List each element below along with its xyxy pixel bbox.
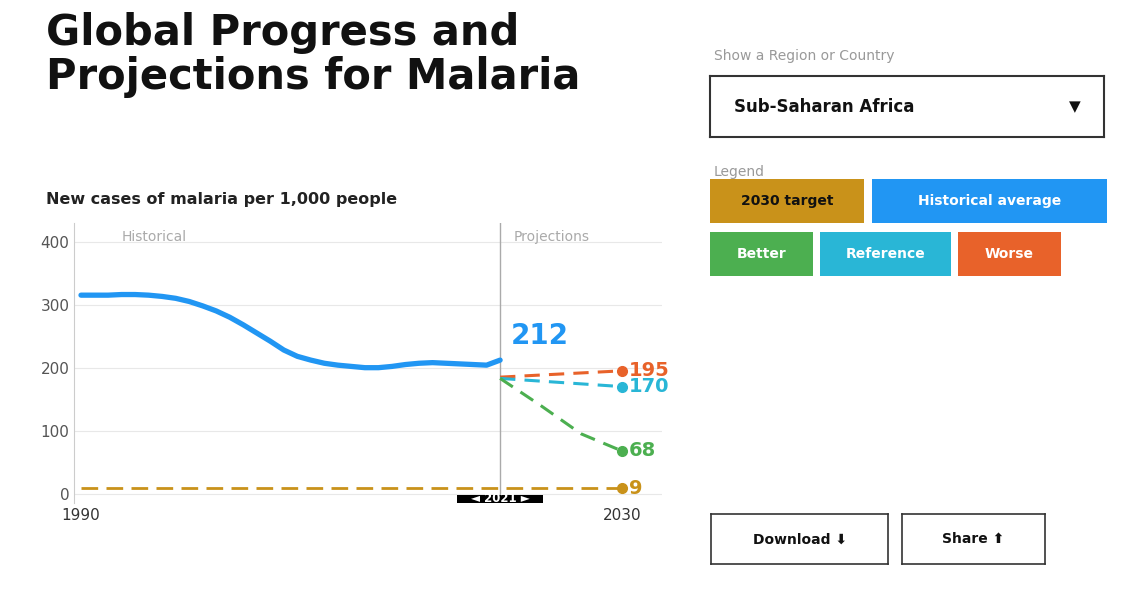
Text: Projections: Projections: [514, 230, 589, 244]
Text: ▼: ▼: [1069, 99, 1080, 114]
Text: Better: Better: [737, 247, 787, 260]
Text: 170: 170: [628, 377, 669, 396]
Text: Show a Region or Country: Show a Region or Country: [714, 49, 894, 63]
Text: New cases of malaria per 1,000 people: New cases of malaria per 1,000 people: [46, 192, 396, 207]
Text: 68: 68: [628, 442, 656, 461]
Text: Legend: Legend: [714, 165, 765, 179]
Text: Download ⬇: Download ⬇: [753, 533, 847, 546]
Text: 2030 target: 2030 target: [741, 194, 834, 207]
Text: Global Progress and
Projections for Malaria: Global Progress and Projections for Mala…: [46, 12, 580, 98]
Text: 212: 212: [510, 322, 569, 350]
Text: Historical: Historical: [121, 230, 186, 244]
Text: Share ⬆: Share ⬆: [942, 533, 1005, 546]
Text: ◄ 2021 ►: ◄ 2021 ►: [471, 492, 530, 505]
Text: 9: 9: [628, 479, 642, 498]
Text: Sub-Saharan Africa: Sub-Saharan Africa: [734, 98, 915, 116]
Text: Historical average: Historical average: [918, 194, 1061, 207]
Text: 195: 195: [628, 361, 669, 380]
Text: Worse: Worse: [986, 247, 1034, 260]
Text: Reference: Reference: [846, 247, 925, 260]
FancyBboxPatch shape: [457, 495, 544, 503]
